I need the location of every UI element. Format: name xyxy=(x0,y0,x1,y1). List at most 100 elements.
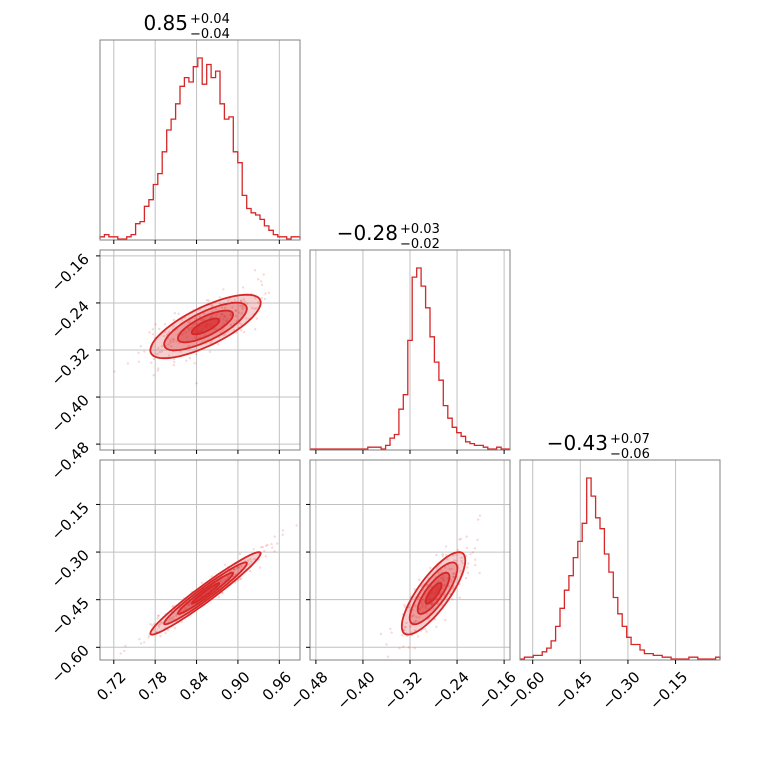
sample-point xyxy=(422,598,425,602)
sample-point xyxy=(193,362,196,365)
sample-point xyxy=(267,291,271,294)
sample-point xyxy=(139,345,142,348)
sample-point xyxy=(185,359,188,362)
density-panel-1-2 xyxy=(379,514,482,658)
sample-point xyxy=(177,312,180,315)
y-tick-label: −0.32 xyxy=(48,344,93,389)
sample-point xyxy=(241,286,245,289)
sample-point xyxy=(262,273,265,276)
sample-point xyxy=(226,576,230,579)
sample-point xyxy=(441,576,444,579)
sample-point xyxy=(201,319,204,322)
sample-point xyxy=(240,312,243,315)
sample-point xyxy=(254,328,257,331)
sample-point xyxy=(413,647,416,650)
sample-point xyxy=(471,551,474,554)
sample-point xyxy=(184,606,187,610)
sample-point xyxy=(236,579,240,582)
sample-point xyxy=(232,568,236,571)
sample-point xyxy=(421,605,424,608)
sample-point xyxy=(151,624,154,627)
density-panel-0-1 xyxy=(113,269,271,385)
sample-point xyxy=(147,636,150,639)
sample-point xyxy=(158,351,161,354)
sample-point xyxy=(460,556,463,559)
sample-point xyxy=(237,566,241,569)
sample-point xyxy=(158,623,161,627)
sample-point xyxy=(413,588,416,591)
contour-line xyxy=(190,317,221,336)
sample-point xyxy=(156,369,160,372)
sample-point xyxy=(260,296,263,300)
sample-point xyxy=(257,278,260,281)
sample-point xyxy=(465,546,469,550)
sample-point xyxy=(250,306,254,310)
sample-point xyxy=(151,333,155,336)
density-panel-0-2 xyxy=(119,524,298,655)
sample-point xyxy=(249,569,252,573)
sample-point xyxy=(246,302,249,305)
sample-point xyxy=(156,617,159,620)
sample-point xyxy=(224,333,227,336)
sample-point xyxy=(237,565,241,568)
sample-point xyxy=(446,577,449,580)
sample-point xyxy=(222,322,226,325)
sample-point xyxy=(160,345,164,348)
sample-point xyxy=(415,615,418,619)
sample-point xyxy=(193,317,197,320)
sample-point xyxy=(253,307,256,310)
sample-point xyxy=(187,344,191,348)
sample-point xyxy=(459,569,462,573)
sample-point xyxy=(187,329,190,332)
sample-point xyxy=(172,338,176,341)
panel-frame xyxy=(99,39,301,241)
histogram-2 xyxy=(520,477,721,660)
sample-point xyxy=(461,562,464,565)
sample-point xyxy=(424,605,427,608)
sample-point xyxy=(240,323,243,326)
sample-point xyxy=(137,351,140,355)
sample-point xyxy=(435,553,438,557)
sample-point xyxy=(248,563,251,566)
contour-line xyxy=(163,301,248,352)
sample-point xyxy=(123,649,126,653)
sample-point xyxy=(234,309,237,312)
contour-fill xyxy=(191,318,220,335)
sample-point xyxy=(249,557,252,561)
sample-point xyxy=(221,328,224,332)
y-tick-label: −0.16 xyxy=(48,250,93,295)
sample-point xyxy=(403,628,406,632)
sample-point xyxy=(148,331,151,334)
sample-point xyxy=(253,558,256,561)
sample-point xyxy=(208,350,212,354)
sample-point xyxy=(150,361,153,364)
sample-point xyxy=(239,299,243,302)
sample-point xyxy=(223,314,227,317)
sample-point xyxy=(422,589,425,592)
sample-point xyxy=(137,360,140,363)
sample-point xyxy=(266,543,269,547)
sample-point xyxy=(455,553,458,556)
sample-point xyxy=(237,311,241,314)
title-plus-error: +0.03 xyxy=(400,222,440,237)
sample-point xyxy=(252,548,255,551)
y-tick-label: −0.40 xyxy=(48,391,93,436)
sample-point xyxy=(430,602,434,606)
sample-point xyxy=(442,579,445,582)
sample-point xyxy=(233,298,236,301)
panel-title-1: −0.28 +0.03−0.02 xyxy=(337,221,440,252)
sample-point xyxy=(180,620,183,624)
sample-point xyxy=(420,585,423,588)
sample-point xyxy=(446,558,449,561)
sample-point xyxy=(444,545,448,548)
sample-point xyxy=(191,325,194,329)
x-tick-label: −0.48 xyxy=(286,668,331,713)
sample-point xyxy=(270,542,273,546)
sample-point xyxy=(222,316,226,319)
sample-point xyxy=(171,605,174,608)
sample-point xyxy=(205,299,209,302)
sample-point xyxy=(436,602,440,606)
sample-point xyxy=(242,330,246,334)
sample-point xyxy=(469,553,472,556)
sample-point xyxy=(234,314,238,318)
